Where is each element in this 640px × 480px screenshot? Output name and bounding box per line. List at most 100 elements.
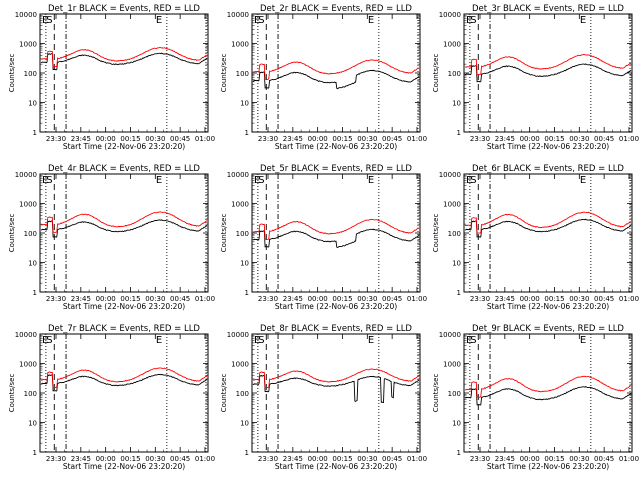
y-axis-label: Counts/sec [8, 374, 16, 413]
x-tick-label: 00:15 [544, 455, 564, 463]
series-lld-line [252, 218, 420, 240]
panel-title: Det_3r BLACK = Events, RED = LLD [472, 4, 624, 14]
x-axis-label: Start Time (22-Nov-06 23:20:20) [487, 302, 609, 311]
x-axis-label: Start Time (22-Nov-06 23:20:20) [275, 142, 397, 151]
y-tick-label: 1 [33, 289, 37, 297]
marker-e-right: E [368, 335, 374, 346]
panel-title: Det_8r BLACK = Events, RED = LLD [260, 324, 412, 334]
x-tick-label: 23:30 [46, 295, 66, 303]
series-events-line [41, 219, 208, 238]
series-lld-line [252, 59, 420, 80]
x-tick-label: 00:15 [544, 135, 564, 143]
y-axis-label: Counts/sec [8, 54, 16, 93]
y-tick-label: 1 [457, 289, 461, 297]
x-tick-label: 00:15 [332, 295, 352, 303]
y-tick-label: 10000 [15, 11, 37, 19]
x-tick-label: 23:30 [46, 135, 66, 143]
x-tick-label: 00:30 [357, 455, 377, 463]
y-tick-label: 10000 [439, 171, 461, 179]
x-tick-label: 01:00 [195, 135, 215, 143]
x-tick-label: 00:00 [96, 455, 116, 463]
x-tick-label: 23:30 [470, 295, 490, 303]
marker-s: S [46, 175, 52, 186]
marker-e-left: E [466, 335, 472, 346]
x-axis-label: Start Time (22-Nov-06 23:20:20) [275, 302, 397, 311]
x-tick-label: 00:45 [170, 135, 190, 143]
y-tick-label: 10000 [439, 11, 461, 19]
y-tick-label: 100 [448, 70, 461, 78]
marker-e-left: E [42, 335, 48, 346]
plot-frame [39, 173, 209, 293]
x-tick-label: 00:00 [308, 455, 328, 463]
y-tick-label: 10000 [227, 11, 249, 19]
y-tick-label: 10 [240, 420, 249, 428]
y-tick-label: 100 [236, 70, 249, 78]
panel-det-2: Det_2r BLACK = Events, RED = LLD 1 10 100 10… [220, 4, 427, 151]
series-lld-line [40, 47, 208, 68]
panel-title: Det_4r BLACK = Events, RED = LLD [48, 164, 200, 174]
x-axis-label: Start Time (22-Nov-06 23:20:20) [63, 462, 185, 471]
y-tick-label: 10000 [439, 331, 461, 339]
x-axis-label: Start Time (22-Nov-06 23:20:20) [275, 462, 397, 471]
x-tick-label: 23:45 [495, 455, 515, 463]
marker-s: S [46, 335, 52, 346]
x-tick-label: 23:30 [470, 135, 490, 143]
x-tick-label: 00:30 [145, 455, 165, 463]
series-events-line [253, 228, 420, 248]
y-tick-label: 1 [457, 449, 461, 457]
plot-frame [39, 13, 209, 133]
marker-e-left: E [42, 175, 48, 186]
x-tick-label: 23:45 [283, 455, 303, 463]
panel-det-8: Det_8r BLACK = Events, RED = LLD 1 10 100 10… [220, 324, 427, 471]
y-tick-label: 1000 [19, 201, 37, 209]
y-axis-label: Counts/sec [220, 374, 228, 413]
series-lld-line [40, 211, 208, 233]
y-tick-label: 10 [452, 100, 461, 108]
x-tick-label: 01:00 [195, 295, 215, 303]
panel-det-9: Det_9r BLACK = Events, RED = LLD 1 10 100 10… [432, 324, 639, 471]
x-tick-label: 00:15 [120, 135, 140, 143]
x-tick-label: 00:15 [332, 135, 352, 143]
x-tick-label: 23:45 [71, 295, 91, 303]
y-tick-label: 1000 [443, 361, 461, 369]
x-tick-label: 00:00 [520, 295, 540, 303]
y-tick-label: 1000 [443, 41, 461, 49]
y-tick-label: 100 [24, 70, 37, 78]
panel-det-6: Det_6r BLACK = Events, RED = LLD 1 10 100 10… [432, 164, 639, 311]
x-axis-label: Start Time (22-Nov-06 23:20:20) [487, 142, 609, 151]
series-lld-line [464, 211, 632, 234]
series-events-line [41, 373, 208, 392]
panel-title: Det_7r BLACK = Events, RED = LLD [48, 324, 200, 334]
panel-title: Det_6r BLACK = Events, RED = LLD [472, 164, 624, 174]
panel-det-5: Det_5r BLACK = Events, RED = LLD 1 10 100 10… [220, 164, 427, 311]
panel-title: Det_5r BLACK = Events, RED = LLD [260, 164, 412, 174]
y-tick-label: 1000 [443, 201, 461, 209]
y-tick-label: 100 [24, 230, 37, 238]
x-tick-label: 00:15 [544, 295, 564, 303]
y-tick-label: 1000 [231, 41, 249, 49]
y-tick-label: 1 [245, 289, 249, 297]
y-tick-label: 1000 [231, 361, 249, 369]
marker-s: S [470, 15, 476, 26]
marker-s: S [258, 15, 264, 26]
panel-title: Det_1r BLACK = Events, RED = LLD [48, 4, 200, 14]
y-axis-label: Counts/sec [432, 374, 440, 413]
x-tick-label: 23:30 [258, 295, 278, 303]
y-tick-label: 1 [457, 129, 461, 137]
y-axis-label: Counts/sec [220, 214, 228, 253]
x-tick-label: 23:45 [283, 295, 303, 303]
y-tick-label: 10 [28, 260, 37, 268]
x-tick-label: 00:30 [145, 295, 165, 303]
series-lld-line [464, 375, 632, 398]
x-tick-label: 00:45 [382, 135, 402, 143]
series-events-line [465, 386, 632, 406]
marker-e-right: E [580, 175, 586, 186]
x-tick-label: 01:00 [407, 295, 427, 303]
plot-frame [463, 173, 633, 293]
x-tick-label: 00:30 [569, 295, 589, 303]
x-tick-label: 00:30 [357, 135, 377, 143]
marker-e-right: E [156, 335, 162, 346]
x-axis-label: Start Time (22-Nov-06 23:20:20) [63, 142, 185, 151]
series-lld-line [252, 368, 420, 388]
x-axis-label: Start Time (22-Nov-06 23:20:20) [487, 462, 609, 471]
